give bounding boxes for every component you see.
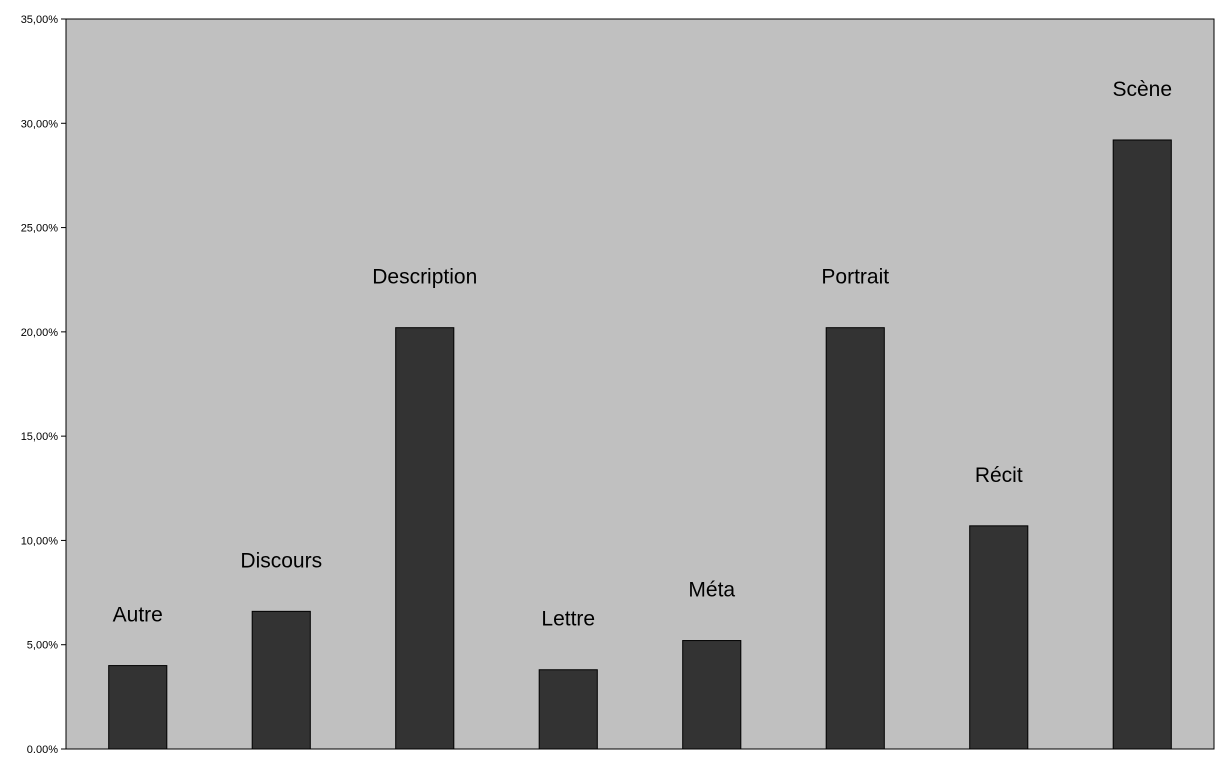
bar-label: Récit (975, 464, 1023, 487)
plot-area (65, 18, 1215, 750)
bar-label: Portrait (821, 266, 889, 289)
bar-label: Discours (240, 549, 322, 572)
bar (395, 327, 455, 750)
bar (825, 327, 885, 750)
bar-label: Scène (1112, 78, 1172, 101)
bar (251, 610, 311, 750)
y-tick-label: 20,00% (21, 327, 59, 339)
bar-label: Description (372, 266, 477, 289)
bar-labels: Autre Discours Description Lettre Méta Portra… (113, 78, 1172, 631)
bar (969, 525, 1029, 750)
bar (682, 640, 742, 750)
bar (108, 665, 168, 750)
y-tick-label: 30,00% (21, 118, 59, 130)
y-axis: 0,00% 5,00% 10,00% 15,00% 20,00% 25,00% 30,00%… (21, 14, 67, 756)
bar (538, 669, 598, 750)
y-tick-label: 15,00% (21, 431, 59, 443)
y-tick-label: 0,00% (27, 744, 58, 753)
bar (1112, 139, 1172, 750)
y-tick-label: 35,00% (21, 14, 59, 26)
y-tick-label: 25,00% (21, 223, 59, 235)
bar-label: Lettre (541, 608, 595, 631)
y-tick-label: 10,00% (21, 535, 59, 547)
y-tick-label: 5,00% (27, 640, 58, 652)
bar-label: Autre (113, 604, 163, 627)
bar-label: Méta (688, 579, 735, 602)
bars (108, 139, 1172, 750)
